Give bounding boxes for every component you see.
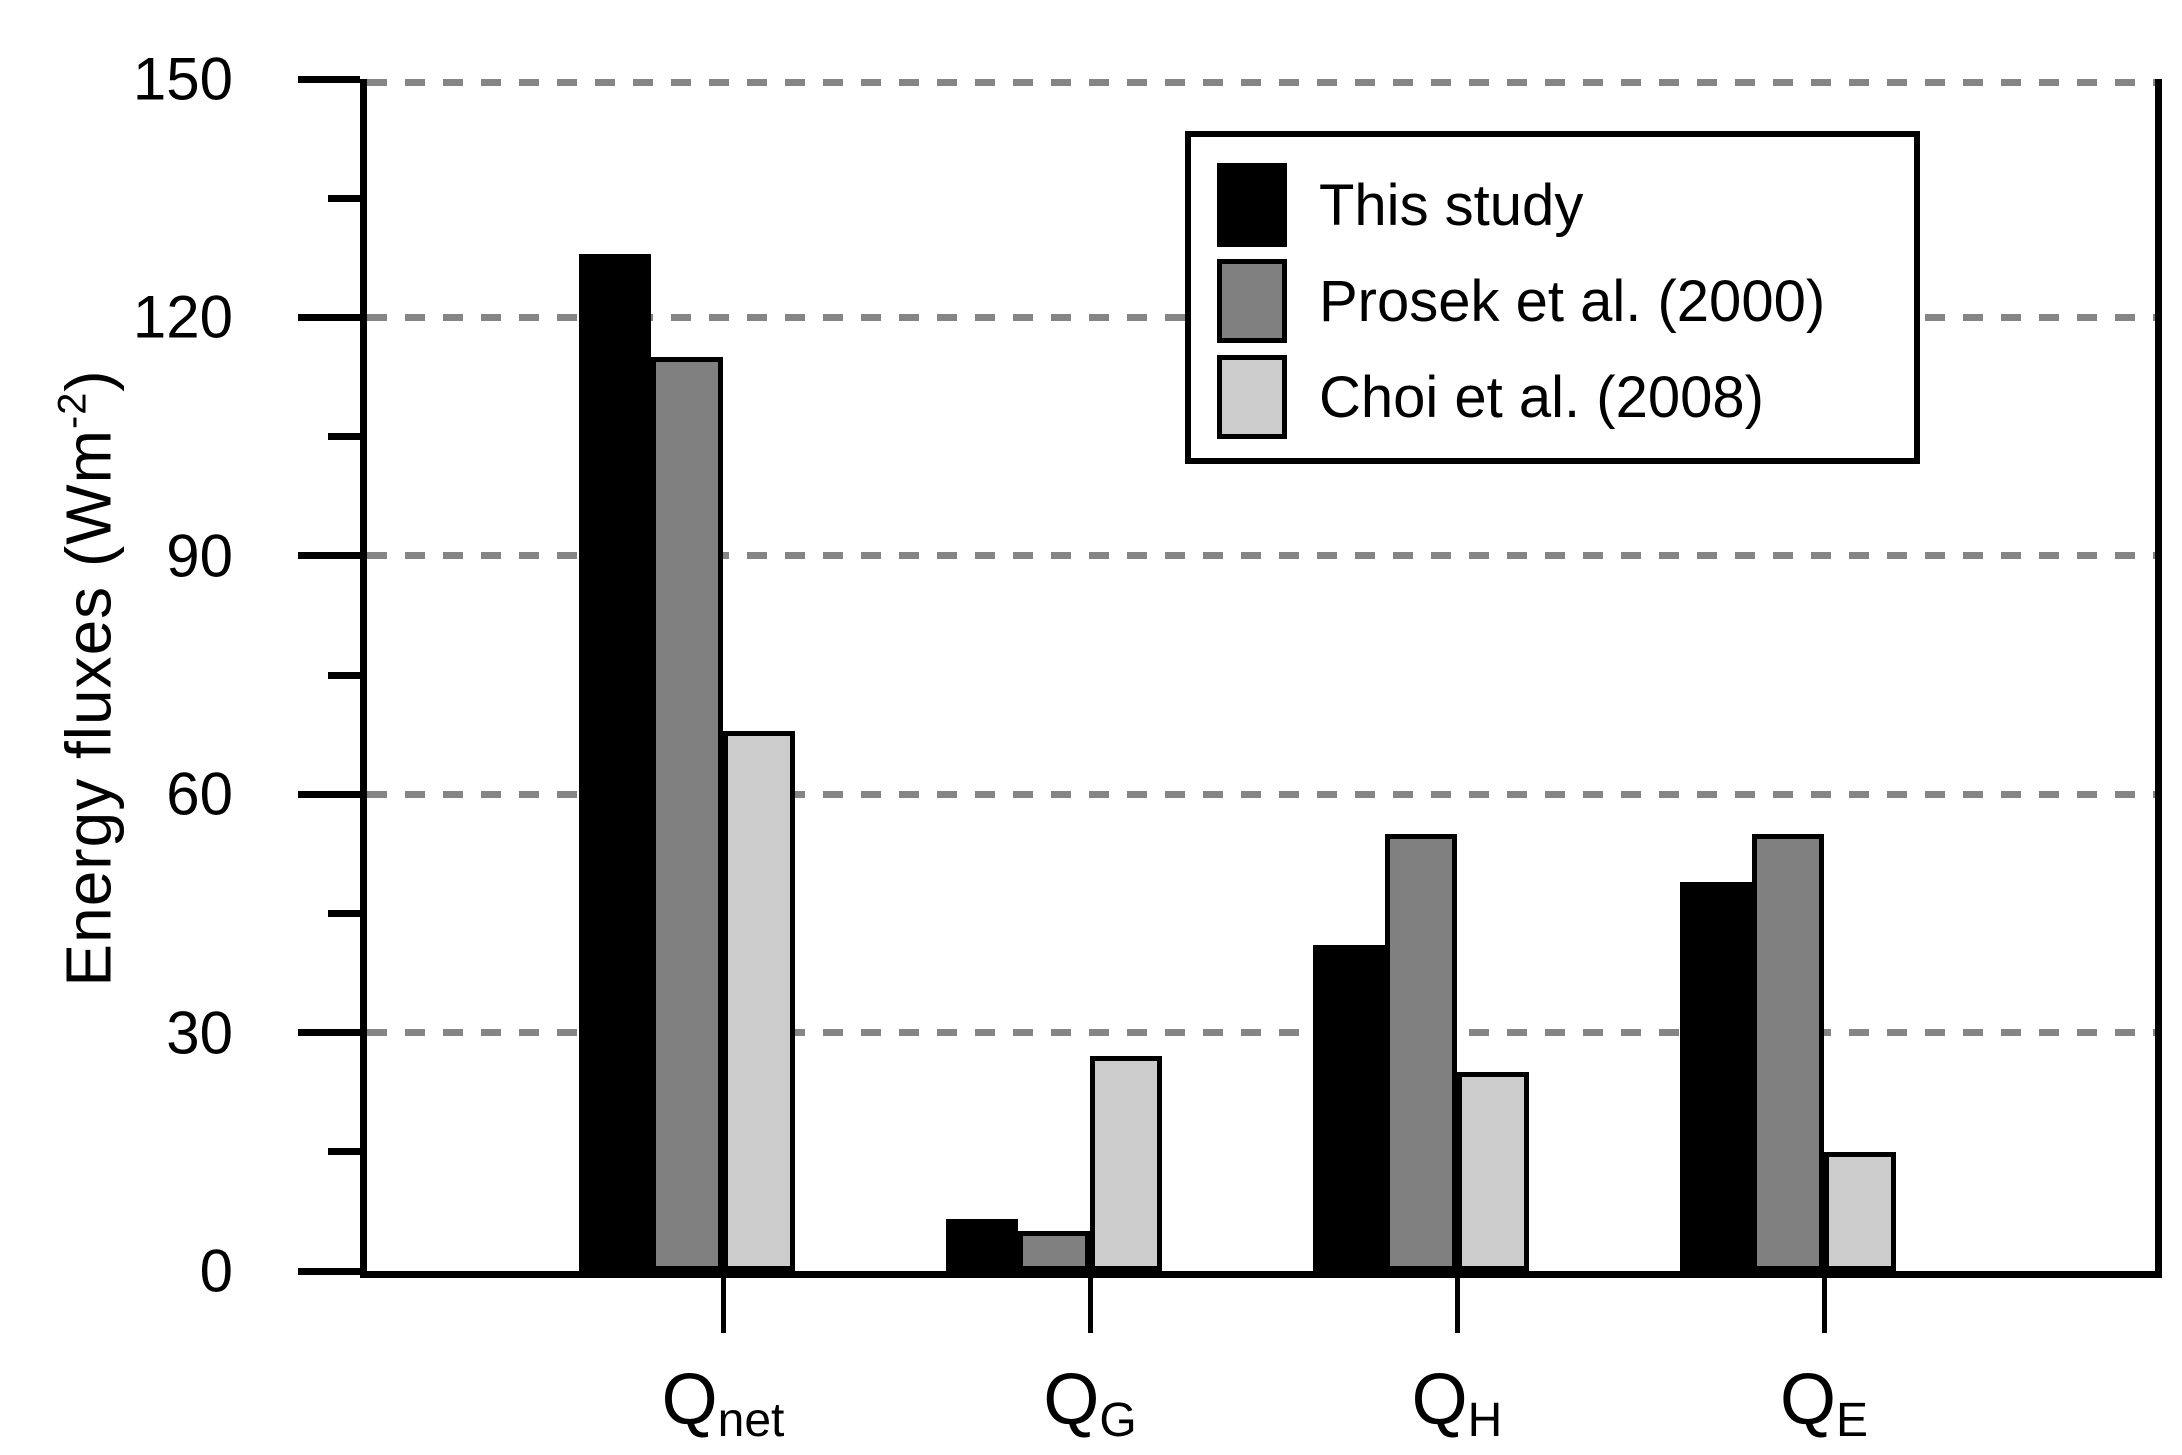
bar-Qnet-series-0 <box>579 254 651 1271</box>
y-tick-label-150: 150 <box>132 45 233 113</box>
x-label-base-QG: Q <box>1043 1360 1100 1440</box>
bar-QG-series-0 <box>946 1219 1018 1271</box>
bar-QH-series-2 <box>1457 1072 1529 1271</box>
legend: This study Prosek et al. (2000) Choi et al… <box>1185 131 1920 464</box>
gridline-y-150 <box>367 79 2155 86</box>
legend-label-0: This study <box>1319 172 1584 238</box>
bar-QE-series-2 <box>1824 1152 1896 1271</box>
bar-QH-series-0 <box>1313 945 1385 1271</box>
y-major-tick-0 <box>298 1267 360 1275</box>
x-label-sub-QE: E <box>1836 1394 1869 1448</box>
x-tick-QG <box>1087 1278 1093 1333</box>
x-tick-Qnet <box>720 1278 726 1333</box>
x-label-Qnet: Qnet <box>662 1359 785 1448</box>
x-tick-QH <box>1454 1278 1460 1333</box>
x-label-QE: QE <box>1780 1359 1868 1448</box>
bar-QH-series-1 <box>1385 834 1457 1271</box>
legend-label-1: Prosek et al. (2000) <box>1319 268 1826 334</box>
y-major-tick-60 <box>298 790 360 798</box>
y-major-tick-120 <box>298 313 360 321</box>
bar-Qnet-series-2 <box>723 731 795 1271</box>
legend-label-2: Choi et al. (2008) <box>1319 364 1764 430</box>
x-label-QG: QG <box>1043 1359 1136 1448</box>
legend-swatch-0 <box>1217 163 1287 247</box>
y-tick-label-60: 60 <box>166 760 233 828</box>
y-tick-label-90: 90 <box>166 522 233 590</box>
x-label-sub-Qnet: net <box>717 1394 785 1448</box>
x-label-sub-QG: G <box>1099 1394 1137 1448</box>
y-axis-title-superscript: -2 <box>50 391 95 430</box>
bar-QE-series-1 <box>1752 834 1824 1271</box>
x-tick-QE <box>1821 1278 1827 1333</box>
x-label-QH: QH <box>1412 1359 1503 1448</box>
x-label-base-QE: Q <box>1779 1360 1836 1440</box>
bar-QG-series-2 <box>1090 1056 1162 1271</box>
legend-item-1: Prosek et al. (2000) <box>1217 257 1914 345</box>
y-axis-title-prefix: Energy fluxes (Wm <box>52 429 125 987</box>
y-minor-tick-135 <box>328 194 360 202</box>
x-label-base-QH: Q <box>1411 1360 1468 1440</box>
y-major-tick-90 <box>298 552 360 560</box>
plot-area: 0 30 60 90 120 150 Qnet QG QH QE <box>133 46 2162 1447</box>
x-label-sub-QH: H <box>1467 1394 1503 1448</box>
legend-item-2: Choi et al. (2008) <box>1217 353 1914 441</box>
y-minor-tick-45 <box>328 909 360 917</box>
x-label-base-Qnet: Q <box>661 1360 718 1440</box>
y-axis-title: Energy fluxes (Wm-2) <box>51 369 126 986</box>
legend-swatch-1 <box>1217 259 1287 343</box>
y-minor-tick-105 <box>328 433 360 441</box>
legend-item-0: This study <box>1217 161 1914 249</box>
y-tick-label-30: 30 <box>166 999 233 1067</box>
y-tick-label-0: 0 <box>199 1237 233 1305</box>
y-major-tick-30 <box>298 1029 360 1037</box>
gridline-y-30 <box>367 1029 2155 1037</box>
bar-Qnet-series-1 <box>651 357 723 1271</box>
y-minor-tick-75 <box>328 671 360 679</box>
gridline-y-90 <box>367 552 2155 560</box>
y-axis-title-suffix: ) <box>52 369 125 392</box>
y-major-tick-150 <box>298 75 360 83</box>
bar-QG-series-1 <box>1018 1231 1090 1271</box>
gridline-y-60 <box>367 790 2155 798</box>
y-minor-tick-15 <box>328 1148 360 1156</box>
y-tick-label-120: 120 <box>132 283 233 351</box>
bar-QE-series-0 <box>1680 882 1752 1271</box>
legend-swatch-2 <box>1217 355 1287 439</box>
